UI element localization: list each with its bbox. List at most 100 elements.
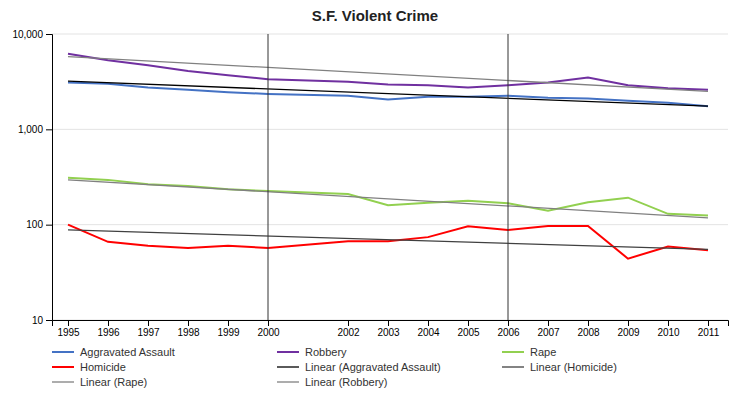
tick-mark: [428, 320, 429, 326]
grid-line: [52, 34, 728, 35]
plot: 1995 1996 1997 1998 1999 2000 2002 2003 2004 2005…: [12, 29, 728, 338]
tick: 2002: [337, 320, 360, 338]
legend-item: Aggravated Assault: [52, 346, 175, 358]
tick-mark: [708, 320, 709, 326]
legend-label: Homicide: [80, 361, 126, 373]
legend-label: Linear (Rape): [80, 376, 147, 388]
tick-label: 1998: [177, 327, 200, 338]
tick-label: 1996: [97, 327, 120, 338]
tick: 1998: [177, 320, 200, 338]
series-line: [68, 57, 708, 92]
axis-line: [46, 35, 53, 321]
tick-mark: [228, 320, 229, 326]
tick-label: 1997: [137, 327, 160, 338]
series-line: [68, 180, 708, 218]
series-line: [68, 230, 708, 249]
series-line: [68, 225, 708, 259]
tick-label: 2009: [617, 327, 640, 338]
grid-line: [52, 129, 728, 130]
tick-mark: [46, 129, 52, 130]
tick-mark: [188, 320, 189, 326]
tick: 2003: [377, 320, 400, 338]
legend-item: Linear (Rape): [52, 376, 147, 388]
reference-line: [268, 34, 269, 320]
tick-label: 100: [26, 219, 43, 230]
tick: 2009: [617, 320, 640, 338]
tick-label: 2011: [698, 327, 720, 338]
tick-mark: [148, 320, 149, 326]
tick: 1995: [57, 320, 80, 338]
tick-mark: [46, 34, 52, 35]
series-line: [68, 178, 708, 216]
tick-label: 2003: [377, 327, 400, 338]
tick-label: 2006: [497, 327, 520, 338]
legend-swatch: [52, 381, 74, 382]
reference-line: [508, 34, 509, 320]
legend-label: Aggravated Assault: [80, 346, 175, 358]
tick: 1,000: [18, 124, 52, 135]
tick-mark: [108, 320, 109, 326]
legend-item: Linear (Homicide): [502, 361, 617, 373]
x-axis: 1995 1996 1997 1998 1999 2000 2002 2003 2004 2005…: [53, 320, 729, 338]
tick-label: 2005: [457, 327, 480, 338]
legend-item: Rape: [502, 346, 556, 358]
tick-label: 2002: [337, 327, 360, 338]
tick: 1996: [97, 320, 120, 338]
tick-label: 10,000: [12, 29, 43, 40]
tick-mark: [628, 320, 629, 326]
legend-swatch: [502, 366, 524, 367]
tick-mark: [468, 320, 469, 326]
tick: 10,000: [12, 29, 52, 40]
tick-label: 1995: [57, 327, 80, 338]
tick: 2010: [657, 320, 680, 338]
tick-mark: [268, 320, 269, 326]
legend-swatch: [52, 366, 74, 368]
legend-label: Linear (Homicide): [530, 361, 617, 373]
tick: 1997: [137, 320, 160, 338]
tick-label: 2007: [537, 327, 560, 338]
tick: 10: [32, 315, 52, 326]
tick-label: 2008: [577, 327, 600, 338]
tick-mark: [348, 320, 349, 326]
legend-item: Homicide: [52, 361, 126, 373]
tick-mark: [46, 225, 52, 226]
tick-mark: [46, 320, 52, 321]
tick: 2007: [537, 320, 560, 338]
background: [0, 0, 750, 400]
tick-mark: [548, 320, 549, 326]
tick: 100: [26, 219, 52, 230]
series-line: [68, 81, 708, 106]
legend-item: Robbery: [277, 346, 347, 358]
tick: 1999: [217, 320, 240, 338]
legend-label: Rape: [530, 346, 556, 358]
legend-swatch: [277, 381, 299, 382]
legend-swatch: [52, 351, 74, 353]
tick: 2005: [457, 320, 480, 338]
tick-label: 2010: [657, 327, 680, 338]
legend-label: Robbery: [305, 346, 347, 358]
chart: S.F. Violent Crime1995199619971998199920…: [0, 0, 750, 400]
y-axis: 10 100 1,000 10,000: [12, 29, 52, 326]
tick-label: 2000: [257, 327, 280, 338]
legend-swatch: [277, 366, 299, 367]
tick: 2011: [698, 320, 720, 338]
legend: Aggravated Assault Robbery Rape Homicide Lin…: [52, 346, 617, 388]
tick-mark: [68, 320, 69, 326]
axis-line: [53, 321, 729, 327]
grid: [52, 34, 728, 320]
tick-label: 10: [32, 315, 44, 326]
tick-mark: [388, 320, 389, 326]
tick-label: 1,000: [18, 124, 43, 135]
tick: 2004: [417, 320, 440, 338]
tick-mark: [508, 320, 509, 326]
grid-line: [52, 224, 728, 225]
tick: 2008: [577, 320, 600, 338]
legend-swatch: [502, 351, 524, 353]
legend-item: Linear (Robbery): [277, 376, 388, 388]
marks: [68, 34, 708, 320]
legend-label: Linear (Aggravated Assault): [305, 361, 441, 373]
tick-label: 2004: [417, 327, 440, 338]
tick-mark: [668, 320, 669, 326]
legend-swatch: [277, 351, 299, 353]
legend-item: Linear (Aggravated Assault): [277, 361, 441, 373]
